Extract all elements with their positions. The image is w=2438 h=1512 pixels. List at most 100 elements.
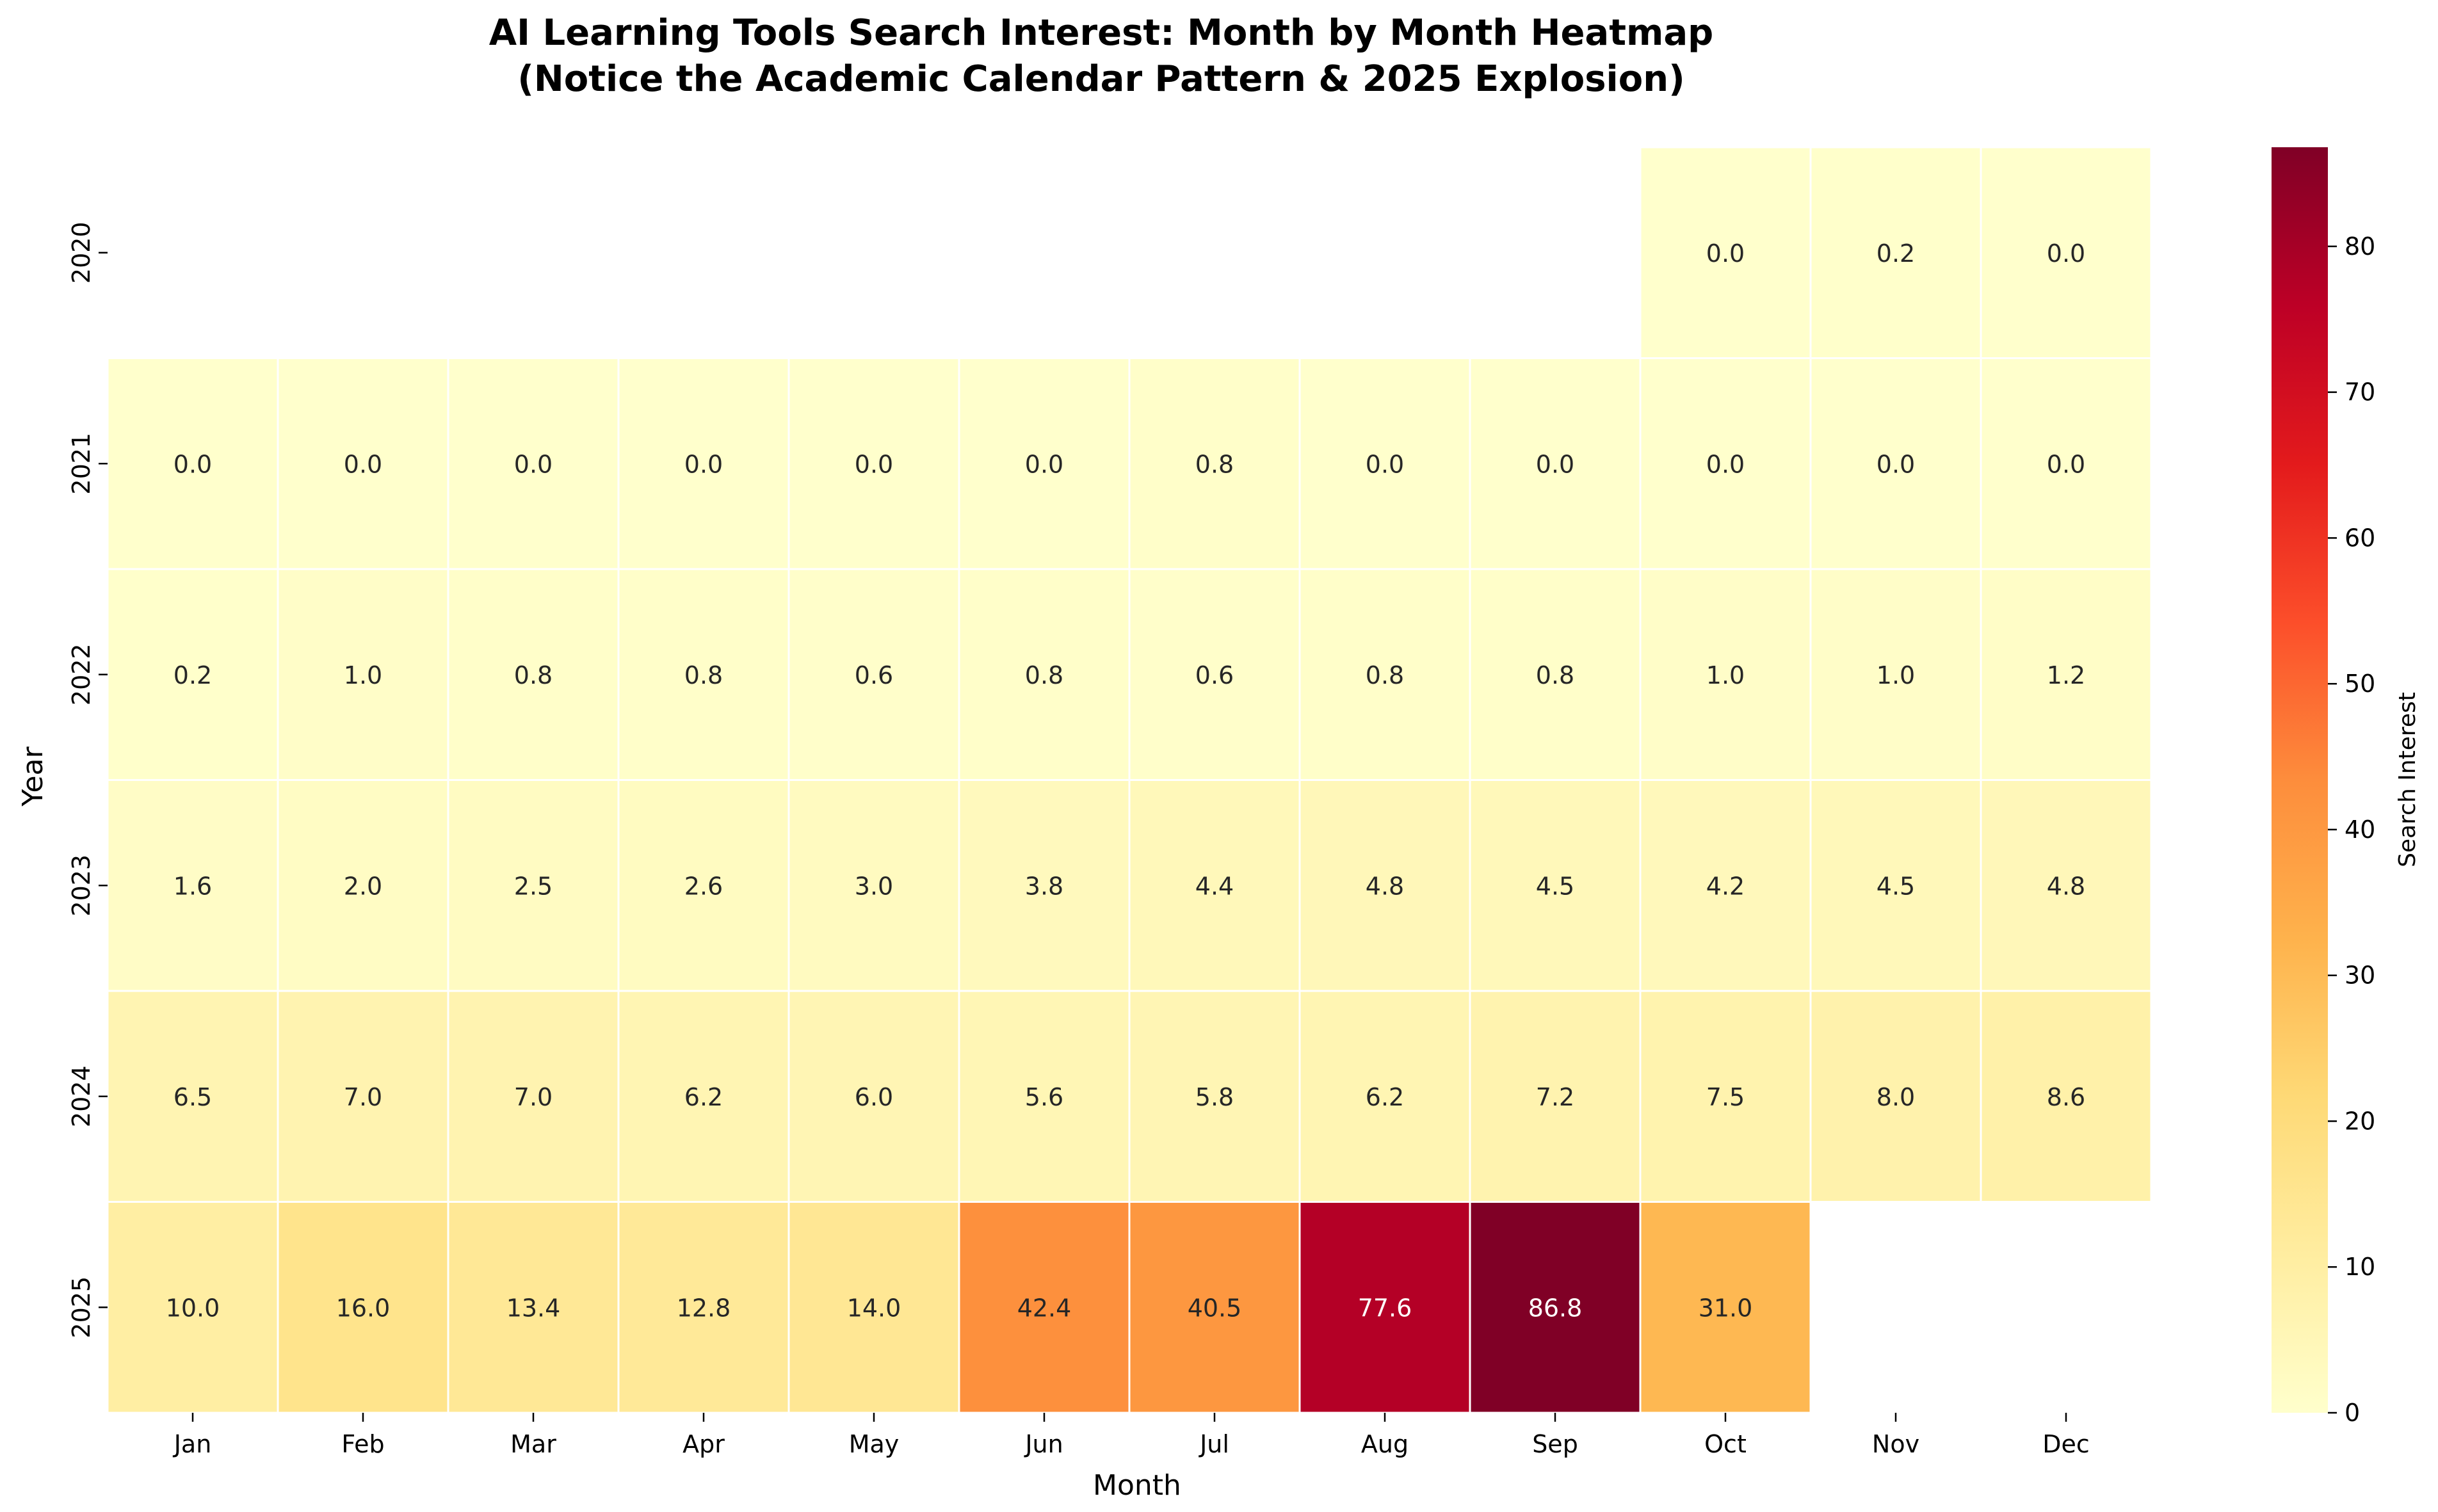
heatmap-cell-2022-Jul: [1128, 568, 1301, 781]
colorbar-tick-label-60: 60: [2345, 524, 2375, 552]
cell-label-2022-May: 0.6: [855, 661, 893, 689]
heatmap-cell-2025-Mar: [447, 1201, 620, 1414]
colorbar-tick-label-70: 70: [2345, 378, 2375, 406]
cell-label-2022-Sep: 0.8: [1536, 661, 1574, 689]
heatmap-cell-2021-May: [787, 357, 960, 570]
cell-label-2021-Sep: 0.0: [1536, 450, 1574, 478]
cell-label-2021-May: 0.0: [855, 450, 893, 478]
chart-title: AI Learning Tools Search Interest: Month…: [489, 12, 1713, 100]
y-tick-label-2025: 2025: [67, 1276, 95, 1339]
cell-label-2022-Jul: 0.6: [1195, 661, 1234, 689]
cell-label-2022-Mar: 0.8: [514, 661, 553, 689]
cell-label-2023-Apr: 2.6: [684, 872, 723, 900]
x-tick-label-Aug: Aug: [1361, 1430, 1409, 1458]
heatmap-cell-2021-Sep: [1469, 357, 1642, 570]
x-tick-label-Oct: Oct: [1704, 1430, 1747, 1458]
cell-label-2025-Apr: 12.8: [677, 1294, 731, 1322]
heatmap-cell-2024-Jul: [1128, 990, 1301, 1203]
cell-label-2022-Dec: 1.2: [2047, 661, 2085, 689]
heatmap-cell-2021-Mar: [447, 357, 620, 570]
heatmap-cell-2023-Apr: [617, 779, 790, 992]
cell-label-2021-Jan: 0.0: [174, 450, 212, 478]
cell-label-2024-Mar: 7.0: [514, 1083, 553, 1111]
heatmap-cell-2020-Oct: [1639, 146, 1812, 359]
heatmap-cell-2022-Oct: [1639, 568, 1812, 781]
y-axis-label: Year: [17, 746, 49, 807]
heatmap-cell-labels: 0.0 0.2 0.0 0.0 0.0 0.0 0.0 0.0 0.0 0.8 0.0 0.0 0.0 0…: [166, 239, 2086, 1323]
cell-label-2021-Aug: 0.0: [1366, 450, 1404, 478]
cell-label-2022-Jan: 0.2: [174, 661, 212, 689]
cell-label-2025-Jun: 42.4: [1017, 1294, 1072, 1322]
cell-label-2022-Apr: 0.8: [684, 661, 723, 689]
cell-label-2021-Mar: 0.0: [514, 450, 553, 478]
chart-title-line1: AI Learning Tools Search Interest: Month…: [489, 12, 1713, 54]
x-tick-label-Apr: Apr: [682, 1430, 725, 1458]
heatmap-cell-2024-Sep: [1469, 990, 1642, 1203]
colorbar-tick-label-20: 20: [2345, 1107, 2375, 1135]
colorbar-tick-label-10: 10: [2345, 1253, 2375, 1281]
heatmap-cell-2023-Sep: [1469, 779, 1642, 992]
cell-label-2023-Jun: 3.8: [1025, 872, 1063, 900]
colorbar-tick-label-40: 40: [2345, 816, 2375, 844]
cell-label-2024-Jun: 5.6: [1025, 1083, 1063, 1111]
cell-label-2025-Sep: 86.8: [1528, 1294, 1583, 1322]
cell-label-2025-Feb: 16.0: [336, 1294, 391, 1322]
heatmap-cell-2020-Dec: [1980, 146, 2152, 359]
heatmap-cell-2025-Aug: [1298, 1201, 1471, 1414]
cell-label-2024-Dec: 8.6: [2047, 1083, 2085, 1111]
heatmap-cell-2023-Dec: [1980, 779, 2152, 992]
heatmap-cell-2024-Nov: [1809, 990, 1982, 1203]
x-tick-label-Dec: Dec: [2042, 1430, 2090, 1458]
colorbar-label: Search Interest: [2394, 692, 2421, 867]
x-tick-label-Jul: Jul: [1199, 1430, 1229, 1458]
x-tick-label-Mar: Mar: [510, 1430, 556, 1458]
heatmap-cell-2021-Feb: [277, 357, 449, 570]
heatmap-cell-2021-Nov: [1809, 357, 1982, 570]
heatmap-cell-2021-Oct: [1639, 357, 1812, 570]
cell-label-2025-Mar: 13.4: [506, 1294, 561, 1322]
heatmap-cell-2025-Feb: [277, 1201, 449, 1414]
cell-label-2024-Feb: 7.0: [344, 1083, 382, 1111]
x-axis-label: Month: [1093, 1469, 1181, 1502]
cell-label-2023-Nov: 4.5: [1877, 872, 1915, 900]
heatmap-cell-2024-Aug: [1298, 990, 1471, 1203]
cell-label-2024-May: 6.0: [855, 1083, 893, 1111]
x-tick-label-May: May: [849, 1430, 900, 1458]
heatmap-cell-2025-Jun: [958, 1201, 1131, 1414]
cell-label-2023-Jul: 4.4: [1195, 872, 1234, 900]
cell-label-2024-Jul: 5.8: [1195, 1083, 1234, 1111]
cell-label-2021-Feb: 0.0: [344, 450, 382, 478]
heatmap-cell-2024-Jan: [106, 990, 279, 1203]
cell-label-2023-Mar: 2.5: [514, 872, 553, 900]
cell-label-2025-Jan: 10.0: [166, 1294, 220, 1322]
colorbar-tick-label-0: 0: [2345, 1399, 2360, 1427]
cell-label-2021-Nov: 0.0: [1877, 450, 1915, 478]
heatmap-cell-2024-Apr: [617, 990, 790, 1203]
heatmap-cell-2025-Oct: [1639, 1201, 1812, 1414]
cell-label-2024-Jan: 6.5: [174, 1083, 212, 1111]
cell-label-2025-Aug: 77.6: [1358, 1294, 1412, 1322]
cell-label-2024-Oct: 7.5: [1706, 1083, 1745, 1111]
heatmap-cell-2025-Apr: [617, 1201, 790, 1414]
colorbar-ticks: 0 10 20 30 40 50 60 70 80: [2328, 232, 2375, 1427]
heatmap-cell-2020-Nov: [1809, 146, 1982, 359]
heatmap-cell-2025-May: [787, 1201, 960, 1414]
cell-label-2021-Jul: 0.8: [1195, 450, 1234, 478]
cell-label-2023-Aug: 4.8: [1366, 872, 1404, 900]
cell-label-2025-Oct: 31.0: [1699, 1294, 1753, 1322]
cell-label-2025-Jul: 40.5: [1188, 1294, 1242, 1322]
cell-label-2021-Oct: 0.0: [1706, 450, 1745, 478]
cell-label-2024-Apr: 6.2: [684, 1083, 723, 1111]
cell-label-2023-Dec: 4.8: [2047, 872, 2085, 900]
heatmap-cell-2022-Mar: [447, 568, 620, 781]
y-tick-label-2020: 2020: [67, 221, 95, 284]
heatmap-cell-2023-Oct: [1639, 779, 1812, 992]
y-tick-label-2022: 2022: [67, 643, 95, 705]
x-tick-label-Sep: Sep: [1532, 1430, 1578, 1458]
y-axis-ticks: 2020 2021 2022 2023 2024 2025: [67, 221, 108, 1339]
heatmap-cell-2024-Oct: [1639, 990, 1812, 1203]
cell-label-2021-Jun: 0.0: [1025, 450, 1063, 478]
cell-label-2023-Oct: 4.2: [1706, 872, 1745, 900]
cell-label-2022-Jun: 0.8: [1025, 661, 1063, 689]
x-tick-label-Nov: Nov: [1872, 1430, 1919, 1458]
